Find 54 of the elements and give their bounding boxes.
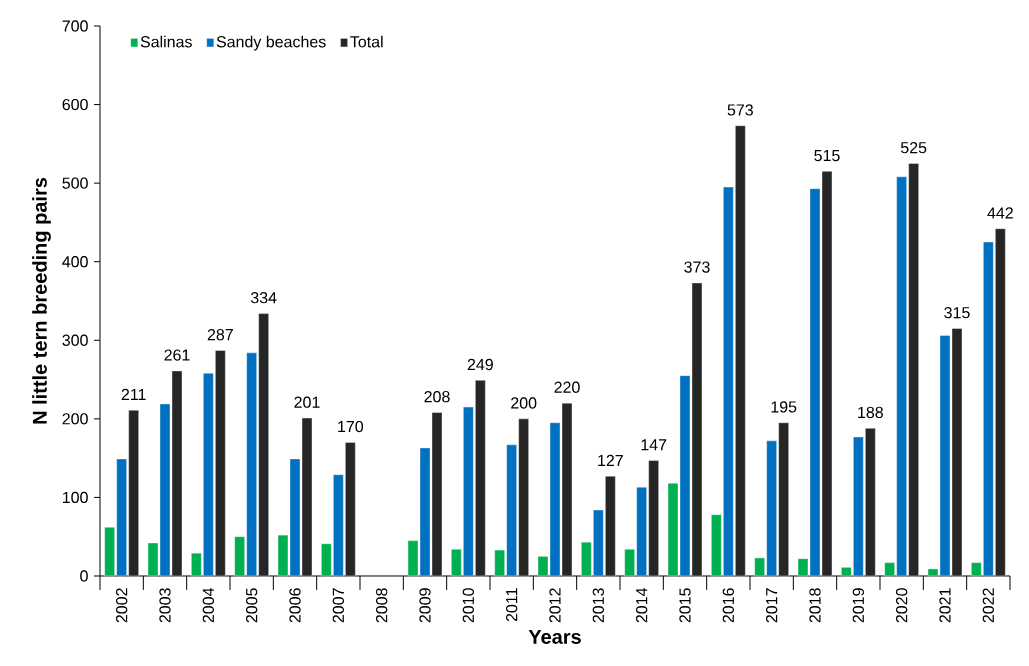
y-tick-label: 200: [62, 413, 88, 425]
y-tick-label: 600: [62, 98, 88, 111]
data-label: 208: [424, 391, 450, 403]
data-label: 573: [727, 104, 753, 116]
data-label: 220: [554, 381, 580, 393]
data-label: 211: [121, 388, 146, 400]
data-label: 287: [207, 328, 233, 341]
x-tick-label: 2005: [246, 588, 258, 623]
x-tick-label: 2007: [332, 588, 344, 623]
data-label: 515: [814, 149, 840, 162]
x-tick-label: 2014: [636, 588, 648, 623]
data-label: 147: [641, 439, 667, 451]
x-tick-label: 2015: [679, 588, 691, 623]
x-tick-label: 2012: [549, 588, 561, 623]
data-label: 261: [164, 349, 190, 361]
x-tick-label: 2013: [592, 588, 604, 623]
legend-label: Total: [350, 35, 383, 48]
data-label: 373: [684, 261, 710, 273]
x-tick-label: 2022: [982, 588, 994, 623]
data-label: 170: [338, 420, 364, 433]
y-axis-title: N little tern breeding pairs: [32, 177, 51, 424]
x-tick-label: 2020: [896, 588, 908, 623]
data-label: 188: [858, 406, 883, 419]
y-tick-label: 500: [62, 177, 88, 189]
legend-label: Salinas: [140, 35, 192, 48]
data-label: 200: [511, 397, 537, 409]
x-tick-label: 2003: [159, 588, 171, 623]
x-tick-label: 2009: [419, 588, 431, 623]
x-tick-label: 2016: [722, 588, 734, 623]
y-tick-label: 700: [62, 20, 88, 32]
data-label: 334: [250, 292, 277, 304]
data-label: 201: [294, 396, 320, 408]
legend-label: Sandy beaches: [216, 35, 326, 51]
x-tick-label: 2017: [766, 588, 778, 623]
x-tick-label: 2004: [202, 588, 214, 623]
y-tick-label: 400: [62, 256, 88, 268]
y-tick-label: 300: [62, 334, 88, 346]
x-tick-label: 2011: [506, 588, 518, 622]
x-tick-label: 2021: [939, 588, 951, 623]
data-label: 315: [944, 306, 970, 319]
x-tick-label: 2018: [809, 588, 821, 623]
data-label: 127: [598, 454, 623, 466]
x-tick-label: 2006: [289, 588, 301, 623]
data-label: 249: [467, 358, 493, 371]
x-axis-title: Years: [528, 629, 581, 644]
data-label: 442: [987, 207, 1013, 219]
x-tick-label: 2010: [462, 588, 474, 623]
x-tick-label: 2019: [852, 588, 864, 623]
data-label: 195: [771, 401, 797, 413]
x-tick-label: 2002: [116, 588, 128, 623]
y-tick-label: 100: [63, 491, 88, 504]
x-tick-label: 2008: [376, 588, 388, 623]
y-tick-label: 0: [80, 570, 88, 582]
data-label: 525: [900, 141, 927, 154]
